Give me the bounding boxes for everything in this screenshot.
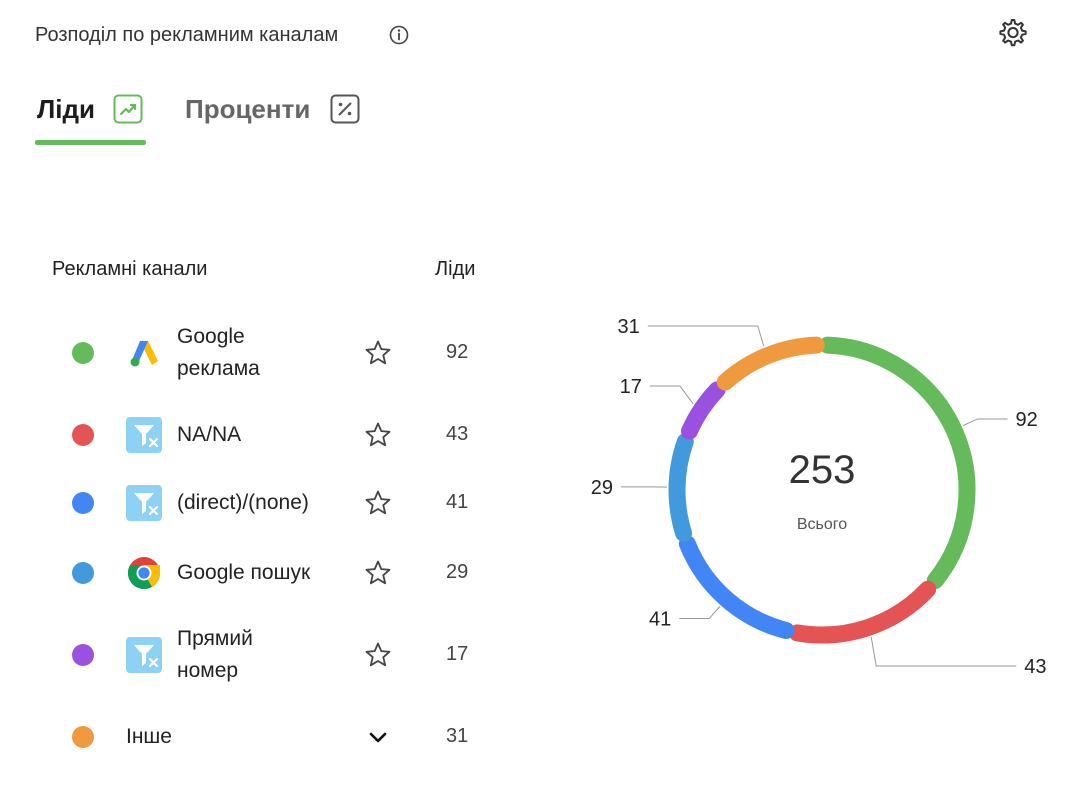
series-color-dot	[72, 562, 94, 584]
channel-name-line: Google пошук	[177, 561, 311, 584]
filter-icon	[126, 417, 162, 453]
tab-leads-label: Ліди	[37, 94, 95, 124]
chevron-down-icon[interactable]	[366, 725, 390, 749]
info-icon[interactable]	[389, 25, 409, 45]
star-icon[interactable]	[364, 421, 392, 449]
star-icon[interactable]	[364, 339, 392, 367]
leader-line	[649, 385, 694, 405]
gear-icon[interactable]	[996, 16, 1030, 50]
table-row: Інше 31	[60, 720, 500, 754]
channel-name: Прямий номер	[177, 623, 253, 687]
channel-name-line: Інше	[126, 725, 172, 748]
tab-percent-label: Проценти	[185, 94, 311, 124]
lead-count: 43	[446, 423, 469, 445]
channel-name: Google пошук	[177, 557, 310, 589]
channel-name: (direct)/(none)	[177, 487, 309, 519]
slice-value-label: 41	[649, 609, 671, 631]
donut-slice[interactable]	[788, 580, 937, 644]
tab-leads[interactable]: Ліди	[35, 90, 146, 146]
series-color-dot	[72, 644, 94, 666]
column-header-channels: Рекламні канали	[52, 258, 208, 280]
chart-total: 253	[789, 448, 856, 492]
leader-line	[647, 325, 765, 347]
tab-percent[interactable]: Проценти	[185, 90, 365, 146]
channel-name-line: реклама	[177, 357, 260, 380]
lead-count: 92	[446, 341, 469, 363]
table-row: Google пошук 29	[60, 556, 500, 590]
donut-slice[interactable]	[819, 336, 976, 590]
table-row: Google реклама 92	[60, 320, 500, 386]
donut-slice[interactable]	[678, 535, 795, 639]
table-row: NA/NA 43	[60, 417, 500, 453]
channel-name: Інше	[126, 721, 172, 753]
leader-line	[679, 606, 721, 620]
series-color-dot	[72, 492, 94, 514]
google-ads-icon	[126, 335, 162, 371]
series-color-dot	[72, 342, 94, 364]
channel-name-line: Прямий	[177, 627, 253, 650]
slice-value-label: 29	[591, 477, 613, 499]
star-icon[interactable]	[364, 559, 392, 587]
series-color-dot	[72, 726, 94, 748]
slice-value-label: 43	[1024, 656, 1046, 678]
chrome-icon	[126, 555, 162, 591]
series-color-dot	[72, 424, 94, 446]
widget-title: Розподіл по рекламним каналам	[35, 24, 339, 46]
trend-up-icon	[113, 94, 143, 124]
chart-total-label: Всього	[797, 516, 847, 533]
percent-icon	[330, 94, 360, 124]
donut-slice[interactable]	[668, 433, 694, 542]
lead-count: 31	[446, 725, 469, 747]
star-icon[interactable]	[364, 641, 392, 669]
leader-line	[962, 418, 1008, 427]
channel-name: Google реклама	[177, 321, 260, 385]
channel-name-line: номер	[177, 659, 239, 682]
slice-value-label: 17	[620, 376, 642, 398]
donut-chart: 92 43 41 29 17 31 253 Всього	[591, 316, 1047, 678]
column-header-leads: Ліди	[435, 258, 476, 280]
filter-icon	[126, 637, 162, 673]
channel-name: NA/NA	[177, 419, 241, 451]
lead-count: 41	[446, 491, 469, 513]
channel-name-line: Google	[177, 325, 245, 348]
slice-value-label: 92	[1016, 409, 1038, 431]
table-row: (direct)/(none) 41	[60, 485, 500, 521]
table-row: Прямий номер 17	[60, 622, 500, 688]
donut-slice[interactable]	[680, 381, 726, 440]
filter-icon	[126, 485, 162, 521]
channel-name-line: (direct)/(none)	[177, 491, 309, 514]
slice-value-label: 31	[618, 316, 640, 338]
channel-name-line: NA/NA	[177, 423, 242, 446]
leader-line	[870, 636, 1017, 667]
lead-count: 17	[446, 643, 469, 665]
lead-count: 29	[446, 561, 469, 583]
donut-slice[interactable]	[716, 336, 825, 391]
tab-active-underline	[35, 140, 146, 145]
star-icon[interactable]	[364, 489, 392, 517]
